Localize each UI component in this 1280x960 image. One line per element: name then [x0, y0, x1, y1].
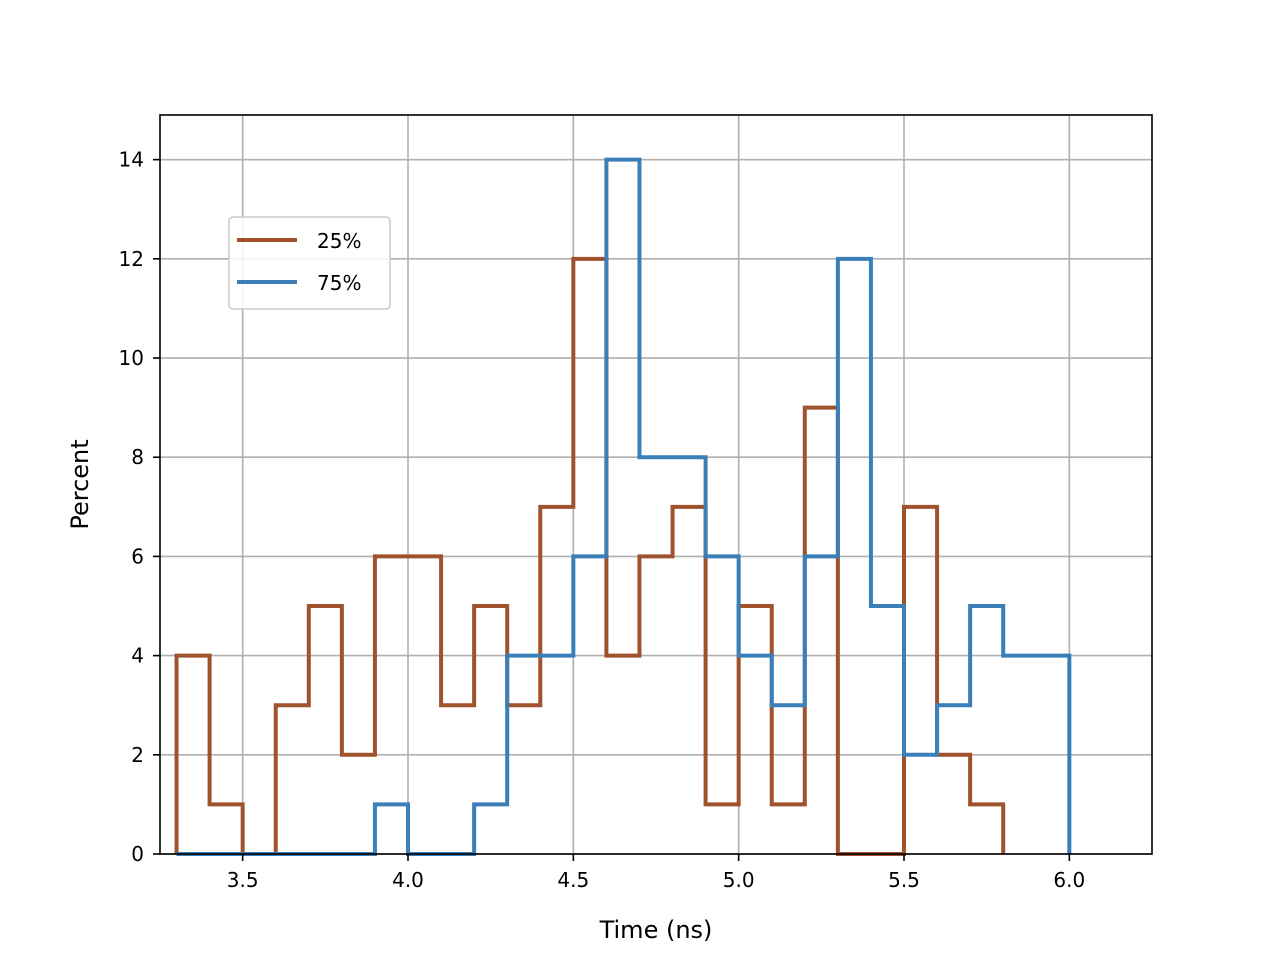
y-tick-label: 12	[119, 247, 144, 271]
legend-label: 75%	[317, 271, 361, 295]
grid-layer	[160, 115, 1152, 855]
histogram-series-75pct	[176, 157, 1072, 856]
x-tick-label: 5.0	[723, 868, 755, 892]
y-tick-label: 8	[131, 445, 144, 469]
x-tick-label: 3.5	[227, 868, 259, 892]
x-tick-label: 4.0	[392, 868, 424, 892]
plot-frame	[159, 114, 1153, 855]
x-tick-label: 5.5	[888, 868, 920, 892]
x-tick-label: 4.5	[557, 868, 589, 892]
y-tick-label: 10	[119, 346, 144, 370]
legend: 25% 75%	[228, 216, 391, 310]
y-tick-label: 4	[131, 644, 144, 668]
y-tick-label: 0	[131, 842, 144, 866]
y-axis-label: Percent	[66, 439, 94, 529]
y-tick-label: 14	[119, 148, 144, 172]
tick-layer: 3.5 4.0 4.5 5.0 5.5 6.0 0 2 4 6 8 10 12 14	[119, 148, 1086, 892]
legend-box	[228, 216, 391, 310]
y-tick-label: 6	[131, 544, 144, 568]
x-axis-label: Time (ns)	[599, 916, 713, 944]
y-tick-label: 2	[131, 743, 144, 767]
legend-label: 25%	[317, 229, 361, 253]
x-tick-label: 6.0	[1053, 868, 1085, 892]
